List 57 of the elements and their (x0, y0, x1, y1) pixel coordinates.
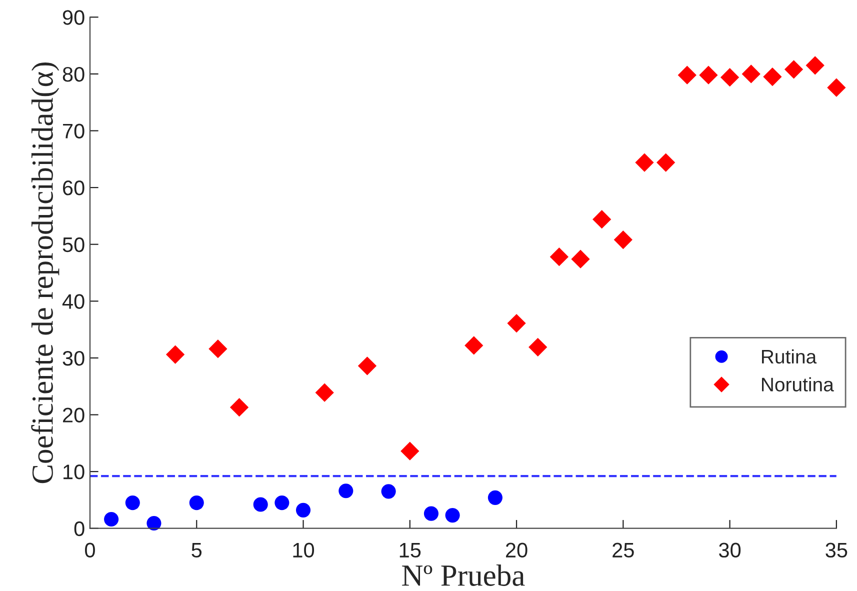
point (358, 356, 377, 376)
point (464, 336, 484, 355)
point (296, 502, 311, 518)
point (550, 248, 568, 266)
y-tick-label: 50 (62, 237, 84, 252)
point (381, 484, 396, 499)
y-tick-label: 0 (74, 521, 84, 536)
point (592, 210, 612, 229)
y-tick-label: 10 (64, 464, 84, 480)
point (507, 314, 526, 333)
y-tick-label: 70 (63, 124, 84, 138)
x-tick-label: 10 (293, 542, 314, 558)
legend-label: Norutina (762, 377, 834, 392)
x-tick-label: 5 (192, 543, 202, 558)
point (104, 512, 119, 527)
point (400, 442, 420, 460)
point (315, 383, 334, 402)
point (827, 78, 846, 97)
point (208, 340, 228, 358)
point (338, 484, 354, 498)
x-tick-label: 15 (400, 543, 421, 558)
point (424, 506, 438, 521)
point (806, 56, 824, 75)
point (720, 68, 740, 87)
y-axis-title: Coeficiente de reproducibilidad(α) (31, 62, 60, 484)
y-tick-label: 90 (62, 10, 84, 25)
point (253, 497, 268, 512)
x-tick-label: 0 (85, 542, 95, 558)
point (678, 66, 696, 84)
x-axis-title: Nº Prueba (402, 564, 525, 586)
point (635, 153, 654, 172)
y-tick-label: 20 (63, 408, 84, 423)
point (742, 64, 760, 84)
y-tick-label: 80 (62, 66, 84, 82)
y-tick-label: 60 (63, 180, 84, 196)
point (656, 153, 676, 172)
point (146, 516, 162, 531)
point (274, 496, 290, 510)
point (763, 67, 782, 86)
point (488, 490, 502, 505)
point (166, 345, 185, 364)
point (230, 398, 249, 417)
point (528, 338, 548, 356)
legend-label: Rutina (762, 349, 817, 364)
point (189, 496, 204, 510)
point (125, 496, 140, 510)
x-tick-label: 35 (826, 542, 848, 558)
point (571, 250, 590, 268)
point (614, 230, 632, 250)
x-tick-label: 30 (719, 542, 741, 558)
x-tick-label: 25 (612, 542, 634, 558)
y-tick-label: 30 (62, 350, 84, 366)
point (445, 508, 460, 523)
x-tick-label: 20 (506, 542, 528, 558)
point (784, 60, 804, 79)
point (699, 66, 718, 84)
y-tick-label: 40 (62, 294, 84, 309)
